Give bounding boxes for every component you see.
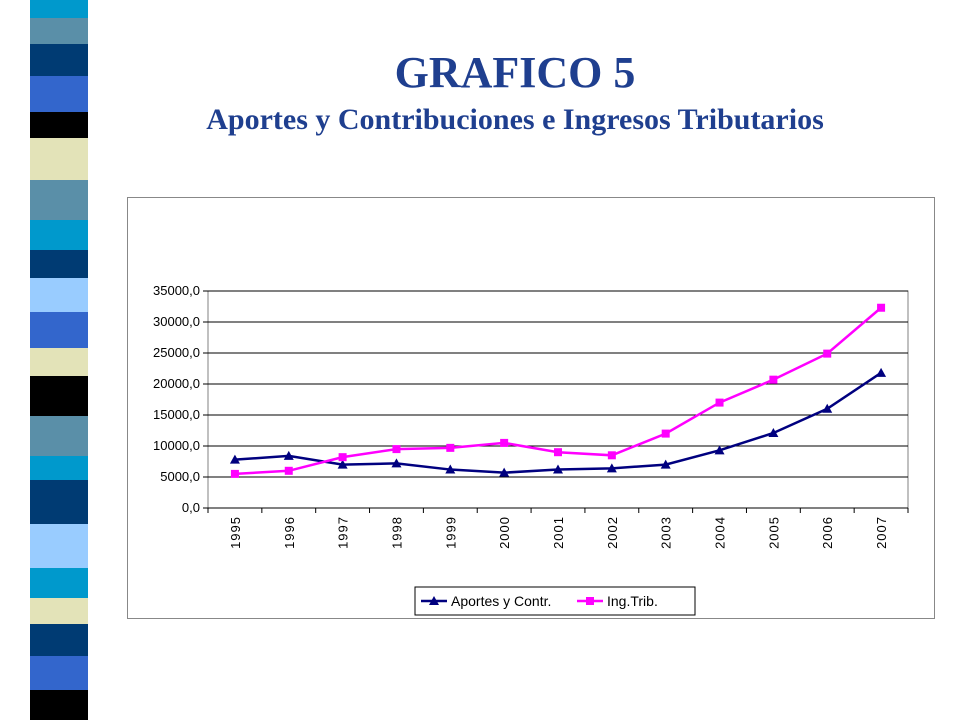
y-tick-label: 15000,0 (153, 407, 200, 422)
legend-label: Aportes y Contr. (451, 593, 551, 609)
y-tick-label: 30000,0 (153, 314, 200, 329)
x-tick-label: 2004 (713, 516, 728, 549)
data-point (768, 427, 779, 437)
stripe-segment (30, 456, 88, 480)
stripe-segment (30, 624, 88, 656)
data-point (822, 403, 833, 413)
data-point (554, 448, 562, 457)
data-point (500, 438, 509, 447)
data-point (499, 467, 510, 477)
page-subtitle: Aportes y Contribuciones e Ingresos Trib… (206, 103, 824, 136)
decorative-stripe (30, 0, 88, 720)
legend (414, 586, 696, 616)
data-point (876, 367, 887, 377)
data-point (392, 445, 401, 454)
page-title: GRAFICO 5 (394, 48, 636, 97)
y-tick-label: 20000,0 (153, 376, 200, 391)
data-point (391, 458, 402, 468)
data-point (445, 464, 456, 474)
x-tick-label: 1998 (389, 516, 404, 549)
data-point (661, 429, 670, 438)
stripe-segment (30, 598, 88, 624)
x-tick-label: 2001 (551, 516, 566, 549)
x-tick-label: 1999 (443, 516, 458, 549)
stripe-segment (30, 250, 88, 278)
data-point (337, 459, 348, 469)
data-point (446, 443, 455, 452)
x-tick-label: 2002 (605, 516, 620, 549)
data-point (338, 453, 347, 462)
data-point (769, 375, 778, 384)
data-point (283, 450, 294, 460)
stripe-segment (30, 220, 88, 250)
stripe-segment (30, 76, 88, 112)
stripe-segment (30, 138, 88, 180)
legend-marker (586, 597, 594, 605)
x-tick-label: 1997 (336, 516, 351, 549)
y-tick-label: 10000,0 (153, 438, 200, 453)
data-point (229, 454, 240, 464)
stripe-segment (30, 312, 88, 348)
chart-frame: 0,0 5000,0 10000,0 15000,0 20000,0 25000,0 300… (127, 197, 935, 619)
data-point (715, 398, 724, 407)
data-point (284, 466, 293, 475)
stripe-segment (30, 480, 88, 524)
y-tick-label: 0,0 (182, 500, 200, 515)
title-block: GRAFICO 5 Aportes y Contribuciones e Ing… (100, 46, 930, 140)
data-point (823, 349, 832, 358)
stripe-segment (30, 180, 88, 220)
stripe-segment (30, 568, 88, 598)
x-tick-label: 2003 (659, 516, 674, 549)
stripe-segment (30, 656, 88, 690)
legend-label: Ing.Trib. (607, 593, 658, 609)
y-tick-label: 35000,0 (153, 283, 200, 298)
data-point (877, 303, 886, 312)
data-point (607, 451, 616, 460)
stripe-segment (30, 348, 88, 376)
data-point (714, 445, 725, 455)
data-point (606, 463, 617, 473)
x-tick-label: 1995 (228, 516, 243, 549)
x-tick-label: 2005 (766, 516, 781, 549)
y-tick-label: 25000,0 (153, 345, 200, 360)
stripe-segment (30, 278, 88, 312)
plot-area (207, 290, 909, 509)
stripe-segment (30, 0, 88, 18)
y-tick-label: 5000,0 (160, 469, 200, 484)
stripe-segment (30, 44, 88, 76)
line-chart: 0,0 5000,0 10000,0 15000,0 20000,0 25000,0 300… (153, 283, 909, 616)
data-point (660, 459, 671, 469)
stripe-segment (30, 376, 88, 416)
stripe-segment (30, 18, 88, 44)
stripe-segment (30, 416, 88, 456)
stripe-segment (30, 112, 88, 138)
legend-marker (429, 596, 439, 605)
x-tick-label: 2006 (820, 516, 835, 549)
stripe-segment (30, 690, 88, 720)
stripe-segment (30, 524, 88, 568)
data-point (553, 464, 563, 474)
x-tick-label: 2000 (497, 516, 512, 549)
x-tick-label: 2007 (874, 516, 889, 549)
data-point (230, 469, 239, 478)
x-tick-label: 1996 (282, 516, 297, 549)
